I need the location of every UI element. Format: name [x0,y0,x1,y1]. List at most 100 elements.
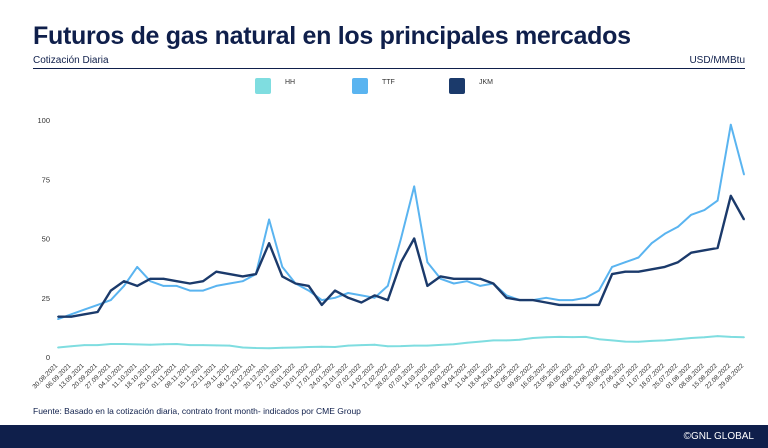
data-point-jkm [716,247,719,249]
unit-label: USD/MMBtu [689,55,745,66]
data-point-ttf [373,296,376,299]
data-point-hh [386,345,389,348]
data-point-ttf [426,261,429,264]
data-point-jkm [202,280,205,283]
data-point-jkm [743,218,745,221]
data-point-hh [162,343,165,346]
data-point-ttf [598,289,600,292]
data-point-hh [83,344,86,346]
data-point-ttf [96,304,99,306]
data-point-hh [96,344,99,346]
data-point-jkm [466,277,468,280]
data-point-jkm [96,311,99,313]
data-point-ttf [716,199,719,202]
legend-label-jkm: JKM [479,79,493,86]
data-point-jkm [637,270,640,273]
data-point-ttf [413,185,416,188]
data-point-jkm [598,304,600,306]
data-point-jkm [215,270,218,273]
y-tick-label: 50 [42,235,50,244]
data-point-jkm [57,315,59,318]
data-point-jkm [571,304,574,306]
footer-bar: ©GNL GLOBAL [0,425,768,448]
series-hh [57,335,745,350]
data-point-jkm [189,282,191,285]
data-point-jkm [558,304,561,306]
data-point-ttf [439,277,442,280]
data-point-ttf [650,242,653,245]
data-point-jkm [532,299,534,301]
data-point-jkm [492,282,495,285]
data-point-ttf [189,289,191,292]
data-point-ttf [149,280,152,283]
data-point-hh [663,339,666,342]
legend-item-hh: HH [255,78,295,94]
series-line-ttf [57,123,745,321]
series-jkm [57,194,746,318]
data-point-hh [479,340,482,343]
data-point-jkm [663,266,666,268]
legend-label-hh: HH [285,79,296,86]
data-point-jkm [228,273,231,275]
footer-brand: ©GNL GLOBAL [683,431,754,442]
data-point-ttf [202,289,205,292]
data-point-jkm [281,275,284,278]
data-point-hh [70,345,73,348]
data-point-hh [228,344,231,347]
data-point-jkm [400,261,402,264]
data-point-hh [466,341,468,344]
data-point-ttf [109,299,112,301]
data-point-hh [255,347,257,349]
data-point-ttf [452,282,455,285]
data-point-ttf [663,232,666,235]
data-point-hh [729,336,732,338]
data-point-ttf [57,318,59,320]
data-point-hh [743,336,745,339]
data-point-jkm [320,304,323,306]
data-point-jkm [729,194,732,197]
data-point-hh [215,344,218,347]
data-point-hh [650,340,653,342]
data-point-hh [439,344,442,346]
data-point-ttf [175,285,178,287]
data-point-ttf [360,294,363,297]
legend-swatch-jkm [449,78,465,94]
data-point-jkm [584,304,587,306]
y-tick-label: 25 [42,294,50,303]
data-point-hh [716,335,719,337]
data-point-hh [584,336,587,338]
data-point-jkm [413,237,416,240]
data-point-ttf [386,285,389,287]
legend-swatch-hh [255,78,271,94]
data-point-jkm [162,277,165,280]
data-point-hh [677,338,679,341]
y-tick-label: 0 [46,353,50,362]
data-point-jkm [175,280,178,283]
data-point-jkm [70,315,73,318]
data-point-ttf [162,285,165,287]
data-point-hh [611,339,613,342]
data-point-jkm [439,275,442,278]
data-point-jkm [479,277,482,280]
data-point-jkm [255,273,257,275]
data-point-ttf [83,308,86,311]
data-point-ttf [729,123,732,126]
data-point-hh [347,344,350,347]
data-point-ttf [241,280,244,283]
data-point-ttf [545,296,547,299]
data-point-hh [202,344,205,346]
series-ttf [57,123,745,321]
data-point-ttf [268,218,270,221]
data-point-ttf [703,209,706,212]
page-title: Futuros de gas natural en los principale… [33,22,631,50]
data-point-jkm [624,270,627,273]
data-point-ttf [123,285,125,287]
data-point-jkm [136,285,139,287]
data-point-ttf [743,173,745,176]
data-point-ttf [281,266,284,268]
data-point-jkm [294,282,297,285]
data-point-ttf [70,313,73,316]
data-point-ttf [136,266,139,268]
data-point-hh [492,339,495,342]
